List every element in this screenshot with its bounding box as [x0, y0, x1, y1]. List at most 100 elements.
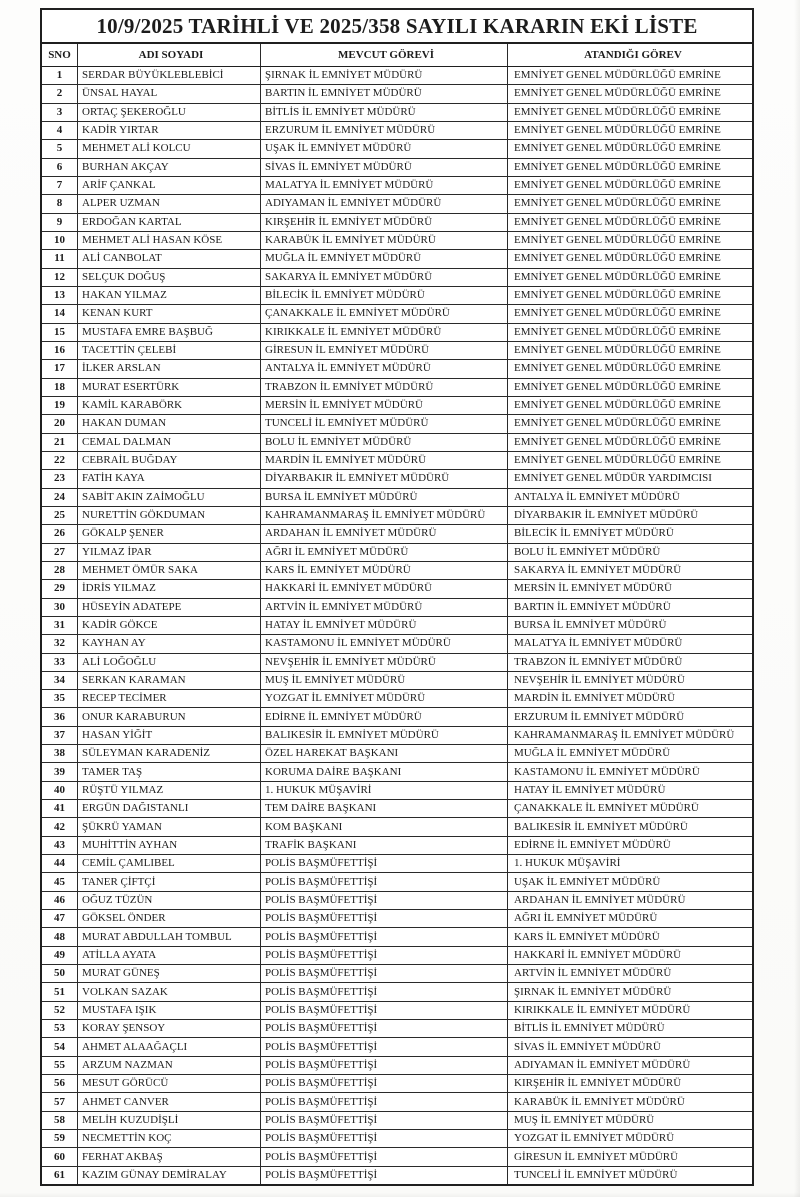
name-cell: SELÇUK DOĞUŞ [78, 268, 261, 286]
table-row: 43 MUHİTTİN AYHAN TRAFİK BAŞKANI EDİRNE İL … [42, 836, 752, 856]
sno-cell: 44 [42, 855, 78, 873]
assigned-duty-cell: EMNİYET GENEL MÜDÜRLÜĞÜ EMRİNE [514, 454, 721, 467]
sno-cell: 54 [42, 1038, 78, 1056]
sno-cell: 43 [42, 836, 78, 855]
table-row: 32 KAYHAN AY KASTAMONU İL EMNİYET MÜDÜRÜ MA… [42, 635, 752, 654]
current-duty-cell: POLİS BAŞMÜFETTİŞİ [261, 1056, 508, 1075]
sno-cell: 18 [42, 378, 78, 396]
name-cell: HAKAN DUMAN [78, 415, 261, 433]
current-duty-cell: UŞAK İL EMNİYET MÜDÜRÜ [261, 140, 508, 158]
sno-cell: 22 [42, 451, 78, 470]
table-row: 6 BURHAN AKÇAY SİVAS İL EMNİYET MÜDÜRÜ EMNİ… [42, 158, 752, 177]
sno-cell: 6 [42, 158, 78, 176]
sno-cell: 37 [42, 726, 78, 745]
sno-cell: 21 [42, 433, 78, 451]
table-row: 59 NECMETTİN KOÇ POLİS BAŞMÜFETTİŞİ YOZGAT … [42, 1130, 752, 1149]
table-row: 25 NURETTİN GÖKDUMAN KAHRAMANMARAŞ İL EMNİ… [42, 506, 752, 526]
sno-cell: 2 [42, 85, 78, 103]
name-cell: RECEP TECİMER [78, 690, 261, 708]
table-row: 50 MURAT GÜNEŞ POLİS BAŞMÜFETTİŞİ ARTVİN İL… [42, 965, 752, 984]
table-row: 13 HAKAN YILMAZ BİLECİK İL EMNİYET MÜDÜRÜ E… [42, 286, 752, 306]
table-row: 29 İDRİS YILMAZ HAKKARİ İL EMNİYET MÜDÜRÜ M… [42, 580, 752, 599]
assigned-duty-cell: ADIYAMAN İL EMNİYET MÜDÜRÜ [514, 1058, 691, 1071]
name-cell: MURAT ABDULLAH TOMBUL [78, 928, 261, 946]
table-row: 15 MUSTAFA EMRE BAŞBUĞ KIRIKKALE İL EMNİYE… [42, 323, 752, 342]
decision-annex-table: 10/9/2025 TARİHLİ VE 2025/358 SAYILI KAR… [40, 8, 754, 1186]
name-cell: YILMAZ İPAR [78, 543, 261, 561]
sno-cell: 14 [42, 305, 78, 323]
current-duty-cell: YOZGAT İL EMNİYET MÜDÜRÜ [261, 690, 508, 708]
current-duty-cell: KAHRAMANMARAŞ İL EMNİYET MÜDÜRÜ [261, 506, 508, 525]
sno-cell: 34 [42, 671, 78, 690]
assigned-duty-cell: EMNİYET GENEL MÜDÜRLÜĞÜ EMRİNE [514, 289, 721, 302]
assigned-duty-cell: EMNİYET GENEL MÜDÜRLÜĞÜ EMRİNE [514, 124, 721, 137]
assigned-duty-cell: HATAY İL EMNİYET MÜDÜRÜ [514, 783, 666, 796]
current-duty-cell: POLİS BAŞMÜFETTİŞİ [261, 910, 508, 928]
sno-cell: 32 [42, 635, 78, 653]
name-cell: TACETTİN ÇELEBİ [78, 341, 261, 360]
name-cell: ONUR KARABURUN [78, 708, 261, 726]
name-cell: ALİ CANBOLAT [78, 250, 261, 268]
table-row: 52 MUSTAFA IŞIK POLİS BAŞMÜFETTİŞİ KIRIKKAL… [42, 1001, 752, 1021]
name-cell: BURHAN AKÇAY [78, 158, 261, 176]
assigned-duty-cell: ERZURUM İL EMNİYET MÜDÜRÜ [514, 710, 685, 723]
assigned-duty-cell: EMNİYET GENEL MÜDÜRLÜĞÜ EMRİNE [514, 399, 721, 412]
current-duty-cell: ADIYAMAN İL EMNİYET MÜDÜRÜ [261, 195, 508, 213]
assigned-duty-cell: KASTAMONU İL EMNİYET MÜDÜRÜ [514, 765, 700, 778]
name-cell: İLKER ARSLAN [78, 360, 261, 378]
sno-cell: 49 [42, 946, 78, 965]
sno-cell: 30 [42, 598, 78, 616]
name-cell: ŞÜKRÜ YAMAN [78, 818, 261, 836]
table-row: 46 OĞUZ TÜZÜN POLİS BAŞMÜFETTİŞİ ARDAHAN İL… [42, 891, 752, 911]
name-cell: MURAT ESERTÜRK [78, 378, 261, 396]
document-title: 10/9/2025 TARİHLİ VE 2025/358 SAYILI KAR… [42, 10, 752, 44]
sno-cell: 39 [42, 763, 78, 781]
current-duty-cell: MERSİN İL EMNİYET MÜDÜRÜ [261, 396, 508, 415]
current-duty-cell: POLİS BAŞMÜFETTİŞİ [261, 1111, 508, 1130]
sno-cell: 1 [42, 67, 78, 85]
table-row: 12 SELÇUK DOĞUŞ SAKARYA İL EMNİYET MÜDÜRÜ E… [42, 268, 752, 287]
name-cell: FATİH KAYA [78, 470, 261, 488]
table-row: 53 KORAY ŞENSOY POLİS BAŞMÜFETTİŞİ BİTLİS İ… [42, 1020, 752, 1039]
current-duty-cell: POLİS BAŞMÜFETTİŞİ [261, 946, 508, 965]
table-row: 35 RECEP TECİMER YOZGAT İL EMNİYET MÜDÜRÜ M… [42, 690, 752, 709]
table-row: 41 ERGÜN DAĞISTANLI TEM DAİRE BAŞKANI ÇANAK… [42, 800, 752, 819]
current-duty-cell: POLİS BAŞMÜFETTİŞİ [261, 965, 508, 983]
table-row: 1 SERDAR BÜYÜKLEBLEBİCİ ŞIRNAK İL EMNİYET … [42, 67, 752, 86]
current-duty-cell: ANTALYA İL EMNİYET MÜDÜRÜ [261, 360, 508, 378]
assigned-duty-cell: KAHRAMANMARAŞ İL EMNİYET MÜDÜRÜ [514, 728, 735, 741]
table-row: 36 ONUR KARABURUN EDİRNE İL EMNİYET MÜDÜRÜ… [42, 708, 752, 727]
sno-cell: 47 [42, 910, 78, 928]
table-row: 49 ATİLLA AYATA POLİS BAŞMÜFETTİŞİ HAKKARİ … [42, 946, 752, 966]
assigned-duty-cell: KARABÜK İL EMNİYET MÜDÜRÜ [514, 1095, 685, 1108]
table-body: 1 SERDAR BÜYÜKLEBLEBİCİ ŞIRNAK İL EMNİYET … [42, 67, 752, 1185]
current-duty-cell: BOLU İL EMNİYET MÜDÜRÜ [261, 433, 508, 451]
table-row: 34 SERKAN KARAMAN MUŞ İL EMNİYET MÜDÜRÜ NEV… [42, 671, 752, 691]
current-duty-cell: TRABZON İL EMNİYET MÜDÜRÜ [261, 378, 508, 396]
current-duty-cell: KASTAMONU İL EMNİYET MÜDÜRÜ [261, 635, 508, 653]
table-row: 4 KADİR YIRTAR ERZURUM İL EMNİYET MÜDÜRÜ EM… [42, 121, 752, 141]
table-row: 44 CEMİL ÇAMLIBEL POLİS BAŞMÜFETTİŞİ 1. HUK… [42, 855, 752, 874]
assigned-duty-cell: MALATYA İL EMNİYET MÜDÜRÜ [514, 637, 683, 650]
sno-cell: 36 [42, 708, 78, 726]
table-row: 33 ALİ LOĞOĞLU NEVŞEHİR İL EMNİYET MÜDÜRÜ T… [42, 653, 752, 672]
name-cell: ÜNSAL HAYAL [78, 85, 261, 103]
name-cell: ERGÜN DAĞISTANLI [78, 800, 261, 818]
assigned-duty-cell: EMNİYET GENEL MÜDÜRLÜĞÜ EMRİNE [514, 435, 721, 448]
table-row: 9 ERDOĞAN KARTAL KIRŞEHİR İL EMNİYET MÜDÜR… [42, 213, 752, 232]
name-cell: AHMET ALAAĞAÇLI [78, 1038, 261, 1056]
sno-cell: 56 [42, 1075, 78, 1093]
table-row: 16 TACETTİN ÇELEBİ GİRESUN İL EMNİYET MÜDÜ… [42, 341, 752, 361]
table-row: 39 TAMER TAŞ KORUMA DAİRE BAŞKANI KASTAMONU… [42, 763, 752, 782]
current-duty-cell: POLİS BAŞMÜFETTİŞİ [261, 873, 508, 891]
sno-cell: 20 [42, 415, 78, 433]
table-row: 38 SÜLEYMAN KARADENİZ ÖZEL HAREKAT BAŞKANI… [42, 745, 752, 764]
table-row: 37 HASAN YİĞİT BALIKESİR İL EMNİYET MÜDÜRÜ… [42, 726, 752, 746]
name-cell: ARZUM NAZMAN [78, 1056, 261, 1075]
sno-cell: 35 [42, 690, 78, 708]
current-duty-cell: POLİS BAŞMÜFETTİŞİ [261, 1020, 508, 1038]
table-row: 56 MESUT GÖRÜCÜ POLİS BAŞMÜFETTİŞİ KIRŞEHİR… [42, 1075, 752, 1094]
table-row: 30 HÜSEYİN ADATEPE ARTVİN İL EMNİYET MÜDÜR… [42, 598, 752, 617]
sno-cell: 41 [42, 800, 78, 818]
name-cell: ERDOĞAN KARTAL [78, 213, 261, 231]
